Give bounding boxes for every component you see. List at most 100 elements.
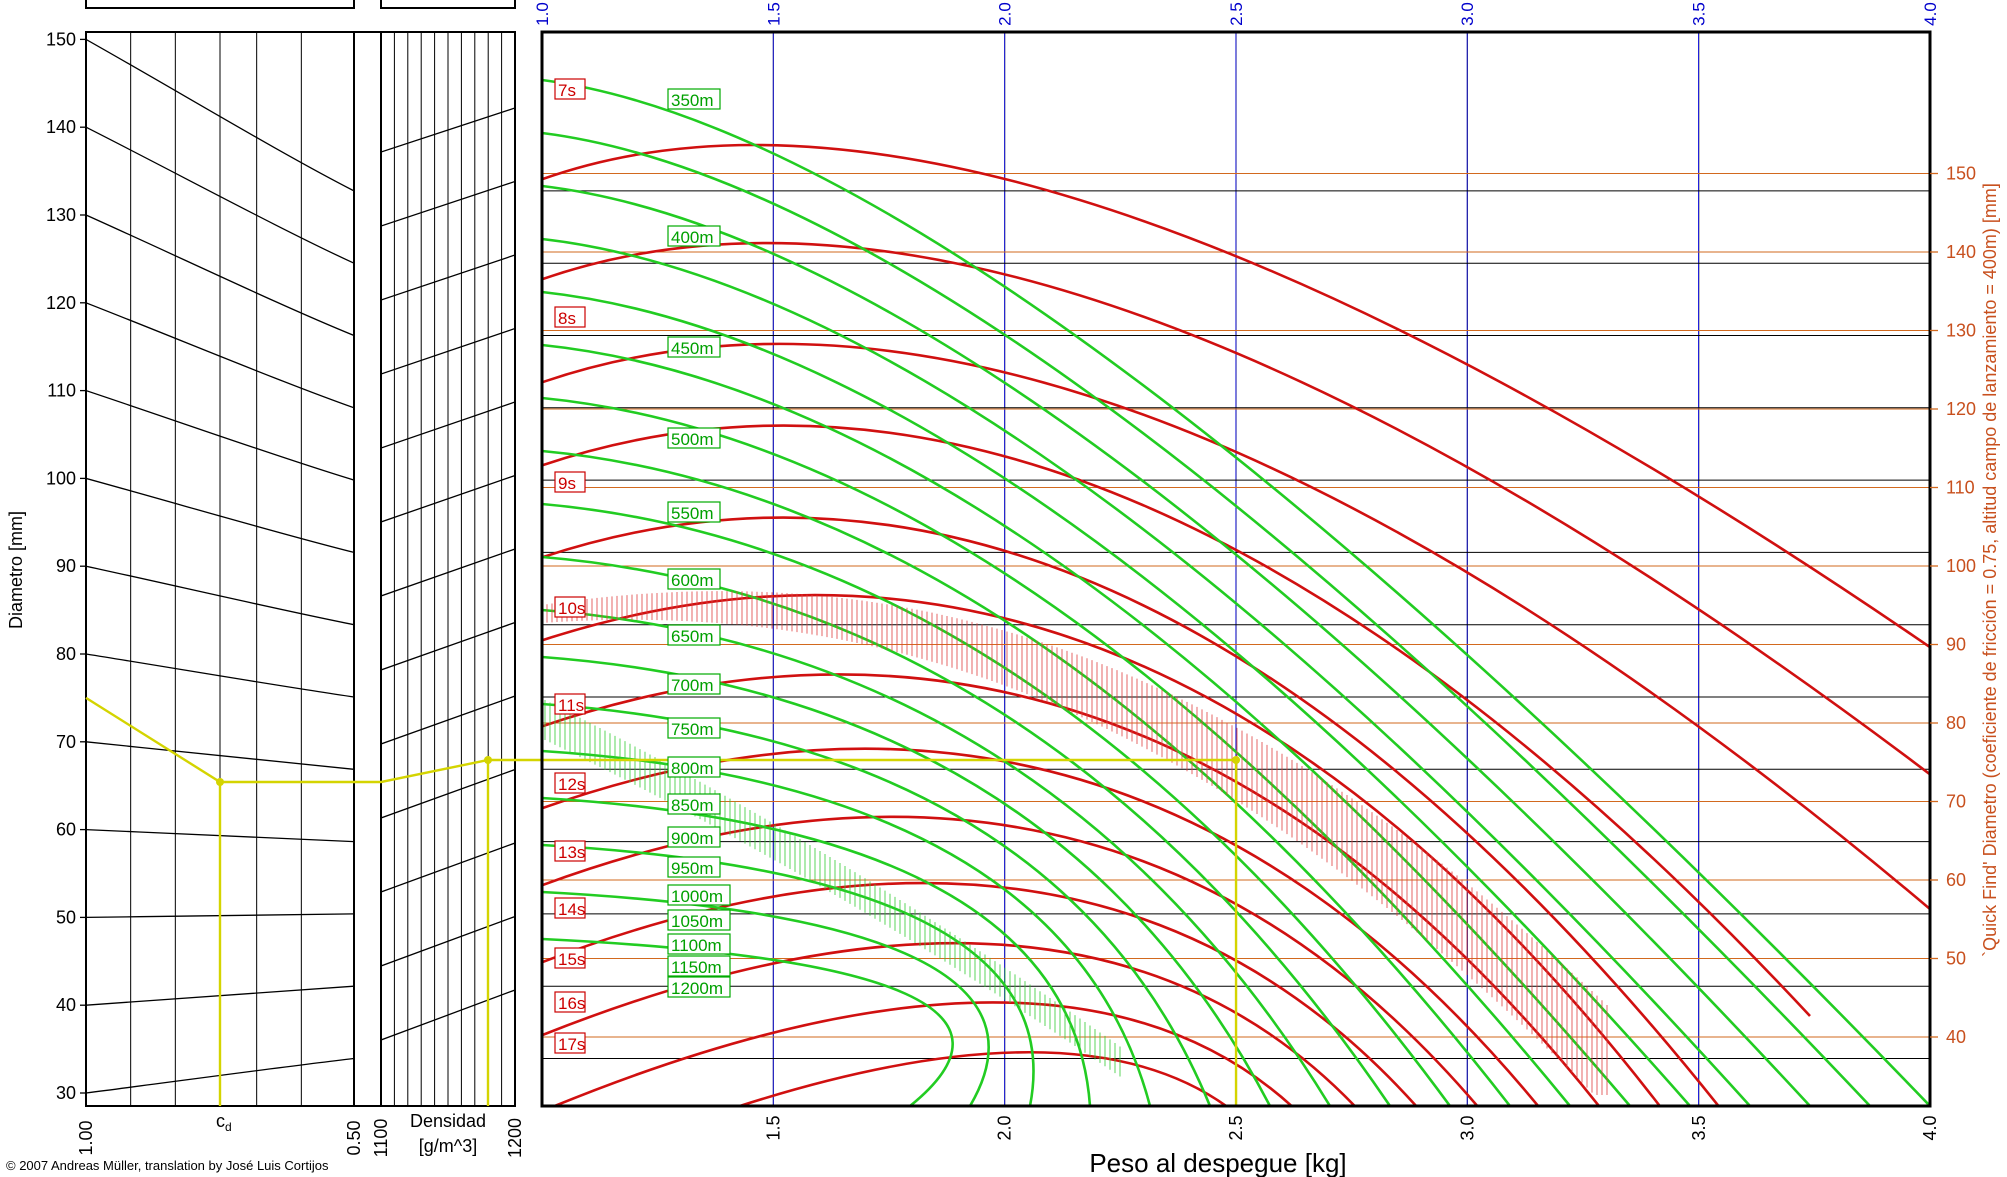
altitude-curve <box>542 184 1811 1106</box>
left-tick-label: 150 <box>46 29 76 49</box>
bottom-tick-label: 2.5 <box>1226 1115 1246 1140</box>
right-axis-title: `Quick Find' Diametro (coeficiente de fr… <box>1980 183 2000 957</box>
diameter-line <box>86 302 354 409</box>
altitude-tag-label: 650m <box>671 627 714 646</box>
time-tag-box <box>554 840 586 862</box>
time-tag-label: 14s <box>558 900 585 919</box>
altitude-tag-box <box>667 856 721 878</box>
weight-grid <box>542 32 1930 1106</box>
density-label: Densidad <box>410 1111 486 1131</box>
altitude-tag-label: 750m <box>671 720 714 739</box>
density-grid <box>381 32 515 1106</box>
density-line <box>381 107 515 153</box>
density-tick-left: 1100 <box>371 1119 391 1158</box>
top-tick-label: 4.0 <box>1921 2 1940 26</box>
bottom-tick-label: 4.0 <box>1920 1115 1940 1140</box>
density-line <box>381 989 515 1041</box>
time-curve <box>542 516 1721 1106</box>
altitude-tag-label: 1200m <box>671 979 723 998</box>
bottom-axis-title: Peso al despegue [kg] <box>1089 1148 1346 1177</box>
altitude-tag-label: 850m <box>671 796 714 815</box>
diameter-line <box>86 565 354 626</box>
time-tag-box <box>554 991 586 1013</box>
top-tick-label: 1.0 <box>533 2 552 26</box>
time-tag-label: 8s <box>558 309 576 328</box>
density-line <box>381 842 515 893</box>
left-tick-label: 90 <box>56 556 76 576</box>
time-tag-box <box>554 306 586 328</box>
altitude-curve <box>542 449 1512 1106</box>
altitude-tag-label: 1100m <box>671 936 722 955</box>
density-line <box>381 401 515 449</box>
diameter-line <box>86 214 354 337</box>
altitude-tag-label: 500m <box>671 430 714 449</box>
density-unit: [g/m^3] <box>419 1136 477 1156</box>
altitude-tag-label: 350m <box>671 91 714 110</box>
altitude-tag-label: 450m <box>671 339 714 358</box>
left-top-box <box>85 0 355 9</box>
altitude-tag-box <box>667 826 721 848</box>
altitude-tag-label: 1050m <box>671 912 723 931</box>
altitude-tag-label: 600m <box>671 571 714 590</box>
left-tick-label: 30 <box>56 1083 76 1103</box>
cd-grid <box>86 32 354 1106</box>
altitude-tag-label: 950m <box>671 859 714 878</box>
top-tick-label: 1.5 <box>764 2 783 26</box>
density-line <box>381 327 515 375</box>
density-line <box>381 621 515 671</box>
top-tick-label: 3.5 <box>1690 2 1709 26</box>
altitude-curve <box>542 655 1272 1106</box>
left-tick-label: 110 <box>47 381 76 401</box>
left-tick-label: 80 <box>56 644 76 664</box>
altitude-curve <box>542 290 1691 1106</box>
curve-tags: 7s 8s 9s 10s 11s 12s 13s 14s 15s 16s 17s 350m 400m 45… <box>554 78 731 1054</box>
density-line <box>381 254 515 301</box>
left-tick-label: 130 <box>46 205 76 225</box>
density-line <box>381 180 515 227</box>
left-tick-label: 140 <box>46 117 76 137</box>
right-tick-label: 150 <box>1946 164 1976 184</box>
time-curve <box>542 241 1930 777</box>
right-tick-label: 60 <box>1946 870 1966 890</box>
time-curve <box>542 143 1930 649</box>
altitude-tag-box <box>667 624 721 646</box>
altitude-curve <box>542 502 1452 1106</box>
cd-scale-label: cd <box>216 1111 232 1134</box>
density-panel-frame <box>353 31 382 1107</box>
diameter-line <box>86 477 354 554</box>
right-tick-label: 50 <box>1946 949 1966 969</box>
diameter-line <box>86 828 354 843</box>
right-tick-label: 90 <box>1946 635 1966 655</box>
diameter-line <box>86 741 354 770</box>
bottom-tick-label: 3.0 <box>1457 1115 1477 1140</box>
altitude-curve <box>542 78 1930 1106</box>
example-point <box>216 778 224 786</box>
time-curve <box>542 593 1662 1106</box>
left-tick-label: 50 <box>56 907 76 927</box>
altitude-curves <box>542 78 1930 1106</box>
density-line <box>381 548 515 597</box>
right-tick-label: 80 <box>1946 713 1966 733</box>
right-tick-label: 70 <box>1946 792 1966 812</box>
left-axis-title: Diametro [mm] <box>6 511 26 629</box>
altitude-tag-label: 700m <box>671 676 714 695</box>
top-tick-label: 3.0 <box>1458 2 1477 26</box>
altitude-tag-label: 800m <box>671 759 714 778</box>
cd-tick-right: 0.50 <box>344 1120 364 1155</box>
top-tick-label: 2.0 <box>996 2 1015 26</box>
altitude-tag-box <box>667 793 721 815</box>
example-point <box>484 756 492 764</box>
time-tag-box <box>554 947 586 969</box>
altitude-curve <box>542 796 1092 1106</box>
altitude-tag-box <box>667 933 731 955</box>
altitude-tag-box <box>667 976 731 998</box>
altitude-tag-box <box>667 673 721 695</box>
bottom-tick-label: 1.5 <box>763 1115 783 1140</box>
altitude-tag-box <box>667 427 721 449</box>
time-curve <box>735 1051 1229 1106</box>
time-tag-label: 12s <box>558 775 585 794</box>
altitude-tag-label: 1150m <box>671 958 722 977</box>
altitude-curve <box>542 937 954 1106</box>
diameter-line <box>86 913 354 919</box>
